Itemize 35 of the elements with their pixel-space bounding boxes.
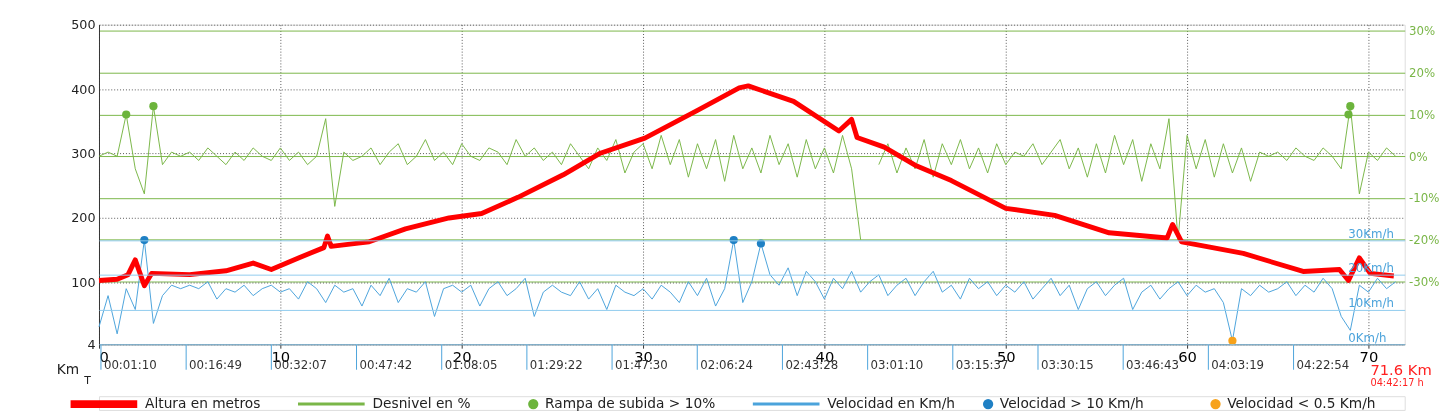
legend-label: Velocidad en Km/h bbox=[827, 394, 956, 411]
text: 03:46:43 bbox=[1126, 357, 1179, 372]
y2-tick-label: -20% bbox=[1409, 233, 1440, 248]
y2-tick-label: -10% bbox=[1409, 191, 1440, 206]
y2-tick-label: 0% bbox=[1409, 149, 1428, 164]
legend-label: Desnivel en % bbox=[372, 394, 471, 411]
text: 02:06:24 bbox=[700, 357, 753, 372]
y-tick-label: 500 bbox=[71, 17, 96, 33]
y2-tick-label: 10% bbox=[1409, 107, 1436, 122]
y-tick-label: 4 bbox=[87, 336, 96, 352]
text: 03:30:15 bbox=[1040, 357, 1094, 372]
y3-tick-label: 0Km/h bbox=[1348, 330, 1387, 345]
x-tick-label: 60 bbox=[1178, 348, 1197, 366]
x-tick-label: 70 bbox=[1359, 348, 1379, 366]
y-tick-label: 400 bbox=[71, 81, 96, 97]
text: T bbox=[83, 374, 92, 388]
text: Km bbox=[56, 360, 80, 377]
y2-tick-label: 20% bbox=[1409, 66, 1436, 81]
text: 00:47:42 bbox=[359, 357, 413, 372]
text: 01:29:22 bbox=[529, 357, 583, 372]
legend-label: Velocidad < 0.5 Km/h bbox=[1227, 394, 1376, 411]
y2-tick-label: 30% bbox=[1409, 24, 1436, 39]
legend-label: Altura en metros bbox=[145, 394, 261, 411]
y-tick-label: 300 bbox=[71, 145, 96, 161]
y-tick-label: 100 bbox=[71, 274, 96, 290]
text: 00:16:49 bbox=[189, 357, 242, 372]
text: 03:01:10 bbox=[870, 357, 924, 372]
legend-label: Velocidad > 10 Km/h bbox=[999, 394, 1144, 411]
text: 04:22:54 bbox=[1296, 357, 1350, 372]
text: 04:03:19 bbox=[1211, 357, 1265, 372]
legend-label: Rampa de subida > 10% bbox=[545, 394, 716, 411]
y-tick-label: 200 bbox=[71, 210, 96, 226]
y2-tick-label: -30% bbox=[1409, 275, 1440, 290]
text: 04:42:17 h bbox=[1370, 377, 1424, 389]
y3-tick-label: 30Km/h bbox=[1348, 226, 1394, 241]
